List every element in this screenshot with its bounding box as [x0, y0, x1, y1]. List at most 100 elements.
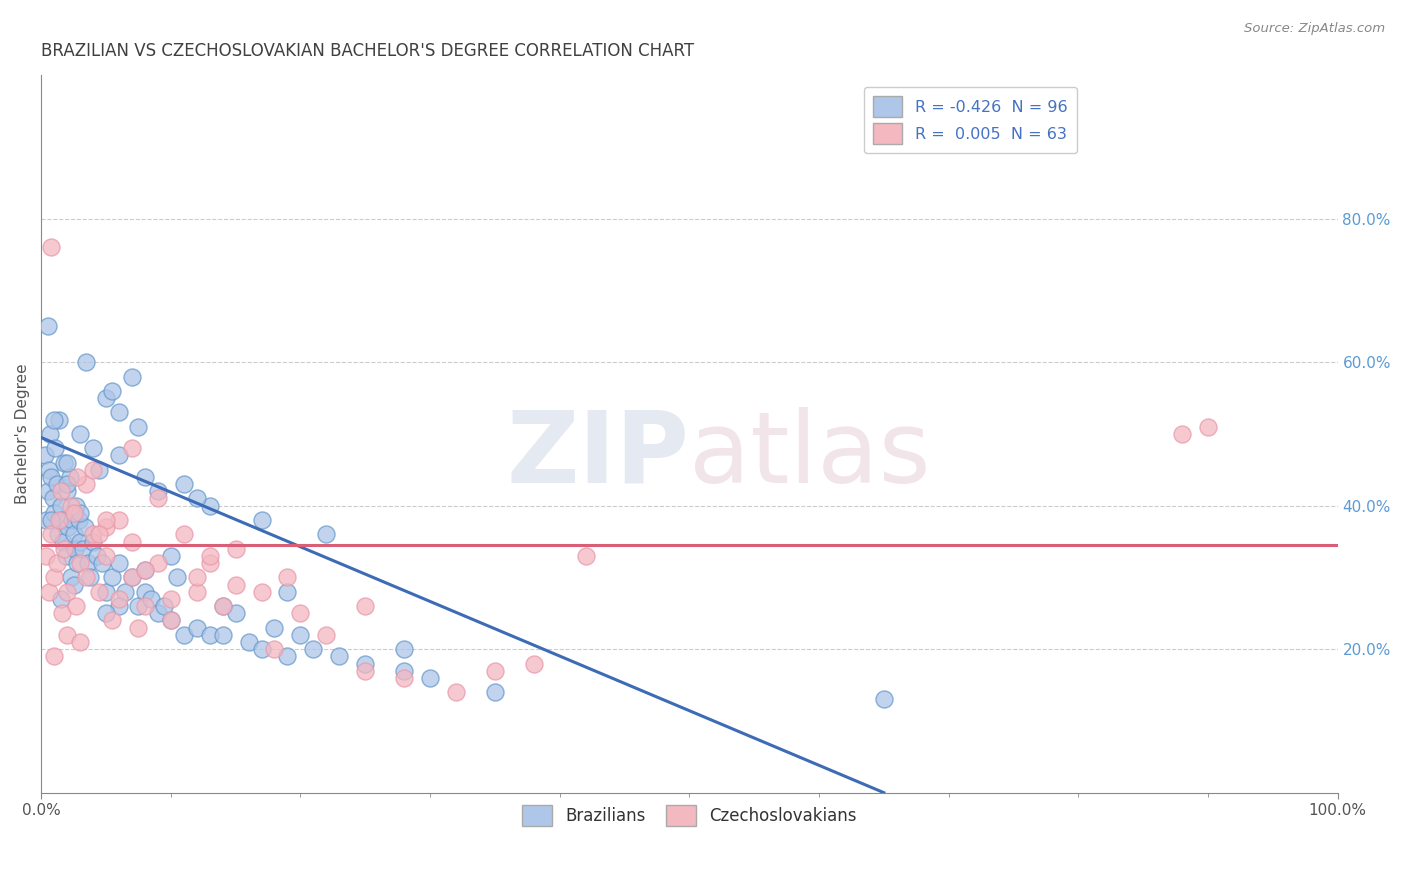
Point	[45, 477, 67, 491]
Point	[72, 541, 94, 556]
Point	[238, 635, 260, 649]
Legend: Brazilians, Czechoslovakians: Brazilians, Czechoslovakians	[513, 797, 865, 835]
Point	[108, 591, 131, 606]
Point	[159, 614, 181, 628]
Point	[69, 556, 91, 570]
Point	[211, 599, 233, 614]
Point	[94, 391, 117, 405]
Point	[302, 642, 325, 657]
Point	[276, 649, 298, 664]
Point	[51, 607, 73, 621]
Point	[1197, 419, 1219, 434]
Point	[94, 549, 117, 563]
Point	[79, 570, 101, 584]
Text: BRAZILIAN VS CZECHOSLOVAKIAN BACHELOR'S DEGREE CORRELATION CHART: BRAZILIAN VS CZECHOSLOVAKIAN BACHELOR'S …	[41, 42, 695, 60]
Point	[276, 570, 298, 584]
Point	[82, 463, 104, 477]
Point	[141, 591, 163, 606]
Point	[66, 556, 89, 570]
Point	[173, 477, 195, 491]
Point	[82, 527, 104, 541]
Point	[38, 584, 60, 599]
Point	[173, 527, 195, 541]
Point	[69, 426, 91, 441]
Point	[76, 570, 98, 584]
Point	[127, 621, 149, 635]
Point	[48, 513, 70, 527]
Point	[159, 591, 181, 606]
Point	[49, 591, 72, 606]
Point	[121, 369, 143, 384]
Point	[263, 621, 285, 635]
Point	[62, 527, 84, 541]
Point	[225, 541, 247, 556]
Point	[69, 635, 91, 649]
Point	[250, 642, 273, 657]
Point	[134, 584, 156, 599]
Point	[55, 549, 77, 563]
Point	[94, 584, 117, 599]
Point	[82, 534, 104, 549]
Point	[108, 556, 131, 570]
Point	[121, 442, 143, 456]
Text: Source: ZipAtlas.com: Source: ZipAtlas.com	[1244, 22, 1385, 36]
Point	[42, 649, 65, 664]
Point	[94, 607, 117, 621]
Point	[59, 470, 82, 484]
Point	[186, 621, 208, 635]
Point	[108, 449, 131, 463]
Point	[159, 614, 181, 628]
Point	[290, 607, 312, 621]
Point	[56, 456, 79, 470]
Point	[873, 692, 896, 706]
Point	[392, 664, 415, 678]
Point	[484, 664, 506, 678]
Point	[91, 556, 114, 570]
Point	[315, 628, 337, 642]
Point	[86, 549, 108, 563]
Point	[186, 584, 208, 599]
Point	[35, 549, 58, 563]
Point	[186, 491, 208, 506]
Point	[198, 549, 221, 563]
Point	[134, 599, 156, 614]
Point	[108, 405, 131, 419]
Point	[146, 491, 169, 506]
Point	[37, 319, 59, 334]
Point	[69, 506, 91, 520]
Point	[392, 671, 415, 685]
Point	[225, 577, 247, 591]
Point	[198, 499, 221, 513]
Point	[354, 657, 377, 671]
Point	[82, 442, 104, 456]
Point	[134, 470, 156, 484]
Point	[276, 584, 298, 599]
Point	[146, 556, 169, 570]
Point	[166, 570, 188, 584]
Point	[76, 355, 98, 369]
Point	[49, 499, 72, 513]
Point	[484, 685, 506, 699]
Point	[211, 599, 233, 614]
Point	[76, 477, 98, 491]
Point	[354, 599, 377, 614]
Point	[42, 412, 65, 426]
Point	[121, 570, 143, 584]
Point	[45, 556, 67, 570]
Text: ZIP: ZIP	[506, 407, 689, 504]
Point	[39, 426, 62, 441]
Point	[42, 570, 65, 584]
Point	[198, 556, 221, 570]
Point	[38, 463, 60, 477]
Point	[250, 584, 273, 599]
Point	[41, 527, 63, 541]
Point	[1171, 426, 1194, 441]
Point	[444, 685, 467, 699]
Text: atlas: atlas	[689, 407, 931, 504]
Point	[56, 484, 79, 499]
Point	[575, 549, 598, 563]
Point	[63, 541, 86, 556]
Point	[89, 463, 111, 477]
Point	[392, 642, 415, 657]
Point	[46, 527, 69, 541]
